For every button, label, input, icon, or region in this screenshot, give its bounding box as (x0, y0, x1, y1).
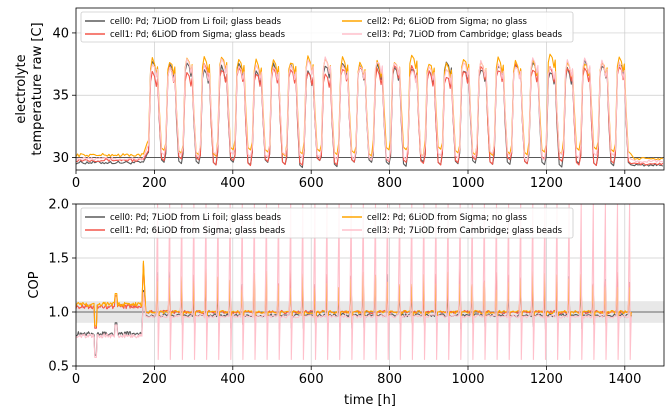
bottom-chart: 0 200 400 600 800 1000 1200 1400 0.5 1.0 1.5 2.0 CO… (27, 198, 665, 408)
legend-box (80, 207, 574, 239)
y-tick-label: 2.0 (48, 198, 69, 213)
x-tick-label: 1400 (608, 176, 641, 191)
x-tick-label: 800 (377, 176, 402, 191)
legend-label-cell3: cell3: Pd; 7LiOD from Cambridge; glass b… (367, 226, 563, 236)
x-tick-label: 200 (142, 176, 167, 191)
bottom-xlabel: time [h] (344, 393, 396, 408)
legend-label-cell0: cell0: Pd; 7LiOD from Li foil; glass bea… (110, 213, 282, 223)
y-tick-label: 1.0 (48, 306, 69, 321)
bottom-legend: cell0: Pd; 7LiOD from Li foil; glass bea… (80, 207, 574, 239)
x-tick-label: 1200 (530, 176, 563, 191)
bottom-ylabel: COP (27, 271, 42, 298)
bottom-series-group (75, 203, 632, 361)
y-tick-label: 30 (52, 151, 69, 166)
x-tick-label: 400 (220, 372, 245, 387)
top-legend: cell0: Pd; 7LiOD from Li foil; glass bea… (80, 11, 574, 43)
legend-label-cell3: cell3: Pd; 7LiOD from Cambridge; glass b… (367, 30, 563, 40)
series-line-cell3 (75, 203, 632, 361)
x-tick-label: 1400 (608, 372, 641, 387)
x-tick-label: 1000 (451, 372, 484, 387)
top-plot-frame (75, 7, 665, 171)
top-ticks: 0 200 400 600 800 1000 1200 1400 30 35 40 (52, 26, 641, 191)
legend-label-cell1: cell1: Pd; 6LiOD from Sigma; glass beads (110, 30, 286, 40)
x-tick-label: 600 (299, 372, 324, 387)
x-tick-label: 200 (142, 372, 167, 387)
x-tick-label: 800 (377, 372, 402, 387)
series-line-cell3 (75, 56, 663, 163)
x-tick-label: 0 (72, 176, 80, 191)
y-tick-label: 0.5 (48, 360, 69, 375)
y-tick-label: 35 (52, 89, 69, 104)
legend-label-cell2: cell2: Pd; 6LiOD from Sigma; no glass (367, 213, 528, 223)
bottom-plot-frame (75, 203, 665, 367)
legend-label-cell1: cell1: Pd; 6LiOD from Sigma; glass beads (110, 226, 286, 236)
x-tick-label: 400 (220, 176, 245, 191)
x-tick-label: 0 (72, 372, 80, 387)
legend-label-cell0: cell0: Pd; 7LiOD from Li foil; glass bea… (110, 17, 282, 27)
series-line-cell2 (75, 260, 632, 327)
y-tick-label: 40 (52, 26, 69, 41)
legend-box (80, 11, 574, 43)
top-series-group (75, 53, 664, 169)
top-ylabel-line-1: electrolyte (14, 54, 29, 123)
x-tick-label: 1200 (530, 372, 563, 387)
x-tick-label: 1000 (451, 176, 484, 191)
y-tick-label: 1.5 (48, 252, 69, 267)
x-tick-label: 600 (299, 176, 324, 191)
legend-label-cell2: cell2: Pd; 6LiOD from Sigma; no glass (367, 17, 528, 27)
bottom-ticks: 0 200 400 600 800 1000 1200 1400 0.5 1.0 1.5 2.0 (48, 198, 641, 388)
top-chart: 0 200 400 600 800 1000 1200 1400 30 35 40 electrol… (14, 7, 665, 191)
top-ylabel-line-2: temperature raw [C] (30, 22, 45, 155)
